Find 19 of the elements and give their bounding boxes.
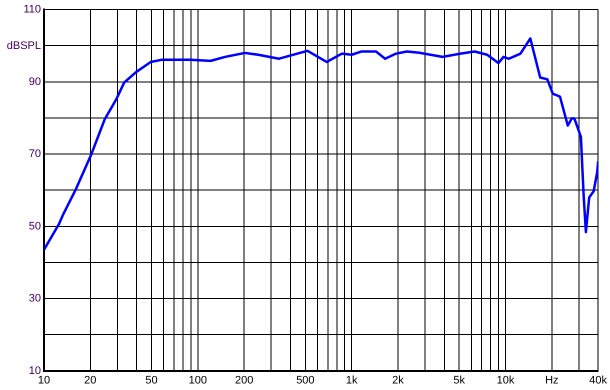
x-tick-label: 5k bbox=[453, 374, 466, 386]
x-tick-label: 10 bbox=[38, 374, 50, 386]
y-tick-label: 110 bbox=[23, 4, 41, 16]
x-tick-label: 200 bbox=[234, 374, 254, 386]
x-tick-label: 1k bbox=[346, 374, 358, 386]
y-tick-label: dBSPL bbox=[6, 40, 41, 52]
x-tick-label: 2k bbox=[392, 374, 404, 386]
x-tick-label: Hz bbox=[545, 374, 559, 386]
y-tick-label: 30 bbox=[28, 292, 41, 305]
x-tick-label: 50 bbox=[145, 374, 158, 386]
y-tick-label: 70 bbox=[28, 148, 41, 160]
x-tick-label: 40k bbox=[589, 374, 608, 386]
x-tick-label: 20 bbox=[84, 374, 96, 386]
y-tick-label: 90 bbox=[28, 76, 41, 88]
x-tick-label: 10k bbox=[496, 374, 515, 386]
y-tick-label: 10 bbox=[28, 364, 41, 377]
x-tick-label: 500 bbox=[296, 374, 315, 386]
y-tick-label: 50 bbox=[28, 220, 41, 232]
x-tick-label: 100 bbox=[188, 374, 208, 386]
